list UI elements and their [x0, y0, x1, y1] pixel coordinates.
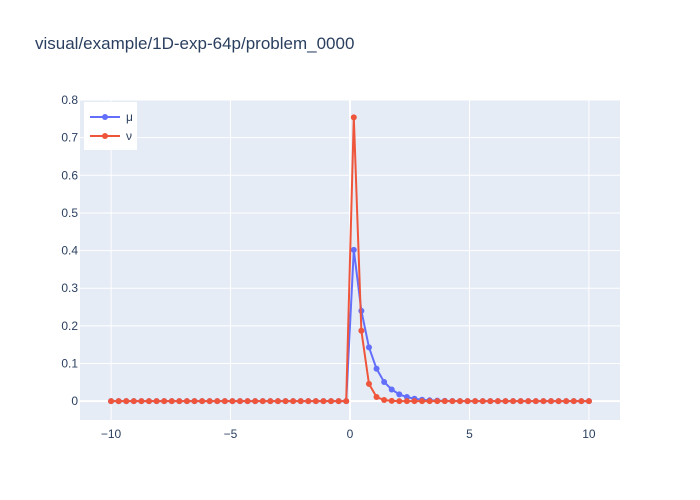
data-point	[449, 398, 456, 405]
y-tick-label: 0.1	[61, 357, 78, 371]
data-point	[305, 398, 312, 405]
y-tick-label: 0.5	[61, 206, 78, 220]
data-point	[563, 398, 570, 405]
data-point	[540, 398, 547, 405]
data-point	[502, 398, 509, 405]
legend-label: ν	[126, 129, 132, 143]
data-point	[229, 398, 236, 405]
legend-box	[84, 102, 137, 150]
data-point	[123, 398, 130, 405]
data-point	[578, 398, 585, 405]
y-tick-label: 0.4	[61, 244, 78, 258]
data-point	[335, 398, 342, 405]
data-point	[456, 398, 463, 405]
data-point	[381, 397, 388, 404]
x-tick-label: 0	[347, 427, 354, 441]
data-point	[108, 398, 115, 405]
data-point	[525, 398, 532, 405]
data-point	[419, 398, 426, 405]
data-point	[403, 398, 410, 405]
data-point	[434, 398, 441, 405]
data-point	[191, 398, 198, 405]
data-point	[411, 398, 418, 405]
data-point	[183, 398, 190, 405]
data-point	[274, 398, 281, 405]
gridlines	[80, 99, 620, 420]
data-point	[472, 398, 479, 405]
data-point	[267, 398, 274, 405]
data-point	[358, 327, 365, 334]
data-point	[244, 398, 251, 405]
data-point	[153, 398, 160, 405]
data-point	[479, 398, 486, 405]
data-point	[290, 398, 297, 405]
data-point	[328, 398, 335, 405]
y-tick-label: 0.3	[61, 281, 78, 295]
data-point	[115, 398, 122, 405]
data-point	[396, 398, 403, 405]
data-point	[426, 398, 433, 405]
data-point	[441, 398, 448, 405]
data-point	[130, 398, 137, 405]
data-point	[555, 398, 562, 405]
data-point	[487, 398, 494, 405]
data-point	[145, 398, 152, 405]
data-point	[138, 398, 145, 405]
data-point	[365, 344, 372, 351]
data-point	[373, 365, 380, 372]
data-point	[548, 398, 555, 405]
data-point	[320, 398, 327, 405]
data-point	[373, 394, 380, 401]
x-axis-ticks: −10 −5 0 5 10	[101, 427, 596, 441]
data-point	[259, 398, 266, 405]
data-point	[252, 398, 259, 405]
y-tick-label: 0.8	[61, 93, 78, 107]
data-point	[343, 398, 350, 405]
legend-marker	[102, 114, 108, 120]
data-point	[396, 391, 403, 398]
data-point	[585, 398, 592, 405]
data-point	[237, 398, 244, 405]
chart-title: visual/example/1D-exp-64p/problem_0000	[35, 34, 355, 53]
y-tick-label: 0	[71, 394, 78, 408]
data-point	[510, 398, 517, 405]
x-tick-label: −10	[101, 427, 122, 441]
data-point	[381, 378, 388, 385]
data-point	[517, 398, 524, 405]
data-point	[282, 398, 289, 405]
data-point	[350, 246, 357, 253]
data-point	[570, 398, 577, 405]
data-point	[214, 398, 221, 405]
data-point	[168, 398, 175, 405]
data-point	[365, 380, 372, 387]
y-axis-ticks: 0 0.1 0.2 0.3 0.4 0.5 0.6 0.7 0.8	[61, 93, 78, 408]
y-tick-label: 0.6	[61, 168, 78, 182]
data-point	[312, 398, 319, 405]
data-point	[388, 397, 395, 404]
legend-marker	[102, 133, 108, 139]
legend-label: μ	[126, 110, 133, 124]
data-point	[403, 394, 410, 401]
data-point	[176, 398, 183, 405]
x-tick-label: 5	[466, 427, 473, 441]
y-tick-label: 0.7	[61, 131, 78, 145]
series-line	[111, 116, 589, 403]
data-point	[206, 398, 213, 405]
series-layer	[108, 114, 592, 405]
data-point	[532, 398, 539, 405]
legend[interactable]: μν	[84, 102, 137, 150]
data-point	[161, 398, 168, 405]
y-tick-label: 0.2	[61, 319, 78, 333]
data-point	[297, 398, 304, 405]
data-point	[464, 398, 471, 405]
data-point	[388, 386, 395, 393]
x-tick-label: −5	[224, 427, 238, 441]
series-2	[108, 114, 592, 405]
data-point	[199, 398, 206, 405]
data-point	[221, 398, 228, 405]
x-tick-label: 10	[582, 427, 596, 441]
data-point	[494, 398, 501, 405]
data-point	[350, 114, 357, 121]
